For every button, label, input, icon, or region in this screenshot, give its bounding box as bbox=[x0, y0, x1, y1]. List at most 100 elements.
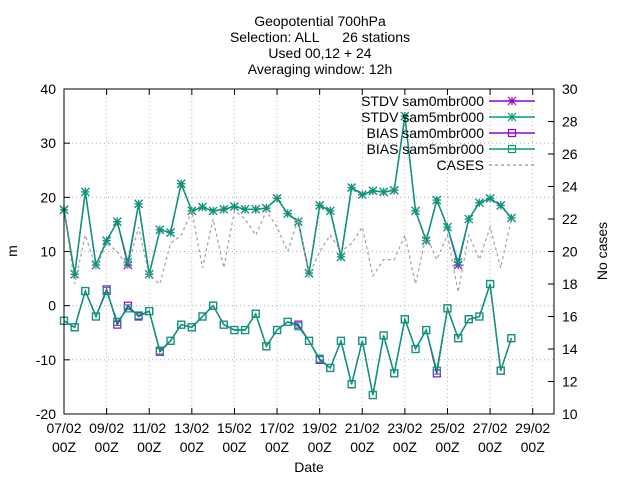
y2-tick-label: 26 bbox=[562, 146, 578, 162]
data-point bbox=[251, 204, 261, 214]
y-tick-label: 30 bbox=[40, 135, 56, 151]
data-point bbox=[422, 325, 431, 335]
data-point bbox=[421, 236, 431, 246]
data-point bbox=[400, 315, 409, 324]
data-point bbox=[240, 325, 250, 335]
data-point bbox=[326, 363, 335, 373]
data-point bbox=[166, 228, 175, 237]
chart-title: Geopotential 700hPa Selection: ALL 26 st… bbox=[230, 13, 410, 77]
data-point bbox=[177, 320, 186, 329]
data-point bbox=[325, 206, 335, 216]
legend-label: BIAS sam5mbr000 bbox=[367, 141, 485, 157]
data-point bbox=[251, 309, 260, 318]
legend-label: CASES bbox=[437, 157, 484, 173]
data-point bbox=[230, 202, 239, 211]
x-tick-label-hour: 00Z bbox=[265, 439, 290, 455]
y-tick-label: 10 bbox=[40, 244, 56, 260]
data-point bbox=[102, 236, 112, 246]
data-point bbox=[379, 187, 388, 197]
y-tick-label: 40 bbox=[40, 81, 56, 97]
data-point bbox=[389, 185, 399, 195]
data-point bbox=[411, 344, 420, 354]
data-point bbox=[294, 322, 303, 331]
x-axis-label: Date bbox=[294, 459, 324, 475]
data-point bbox=[176, 179, 186, 189]
data-point bbox=[219, 204, 229, 214]
x-tick-label-hour: 00Z bbox=[350, 439, 375, 455]
x-tick-label-hour: 00Z bbox=[180, 439, 205, 455]
legend-label: BIAS sam0mbr000 bbox=[367, 125, 485, 141]
y2-tick-label: 18 bbox=[562, 276, 578, 292]
legend-marker bbox=[507, 144, 517, 154]
data-point bbox=[145, 306, 154, 316]
y2-tick-label: 20 bbox=[562, 244, 578, 260]
data-point bbox=[432, 195, 442, 205]
y2-tick-label: 14 bbox=[562, 341, 578, 357]
data-point bbox=[240, 204, 250, 214]
data-point bbox=[443, 304, 452, 313]
data-point bbox=[70, 269, 80, 279]
legend-entry: BIAS sam5mbr000 bbox=[367, 141, 535, 157]
data-point bbox=[347, 380, 356, 389]
legend-entry: STDV sam5mbr000 bbox=[361, 109, 535, 125]
data-point bbox=[368, 390, 378, 400]
x-tick-label: 07/02 bbox=[46, 420, 81, 436]
data-point bbox=[379, 331, 388, 340]
x-tick-label: 13/02 bbox=[174, 420, 209, 436]
data-point bbox=[315, 201, 325, 210]
x-tick-label-hour: 00Z bbox=[222, 439, 247, 455]
grid bbox=[64, 89, 554, 414]
legend-label: STDV sam5mbr000 bbox=[361, 109, 484, 125]
x-tick-label-hour: 00Z bbox=[478, 439, 503, 455]
data-point bbox=[358, 336, 367, 345]
data-point bbox=[102, 286, 111, 296]
data-point bbox=[91, 312, 101, 321]
data-point bbox=[347, 183, 357, 193]
x-tick-label-hour: 00Z bbox=[521, 439, 546, 455]
x-tick-label: 09/02 bbox=[89, 420, 124, 436]
data-point bbox=[453, 257, 463, 267]
data-point bbox=[315, 354, 324, 363]
data-point bbox=[400, 111, 410, 121]
x-tick-label: 11/02 bbox=[132, 420, 166, 436]
x-tick-label-hour: 00Z bbox=[95, 439, 120, 455]
data-point bbox=[155, 346, 164, 355]
data-point bbox=[357, 190, 367, 200]
data-point bbox=[112, 217, 122, 227]
legend-marker bbox=[507, 128, 517, 138]
data-point bbox=[507, 334, 516, 343]
data-point bbox=[261, 203, 271, 213]
series-bias-sam0mbr000 bbox=[59, 279, 516, 400]
data-point bbox=[123, 304, 133, 313]
x-tick-label: 29/02 bbox=[515, 420, 550, 436]
data-point bbox=[507, 334, 516, 343]
series-line bbox=[63, 208, 512, 293]
data-point bbox=[464, 315, 473, 324]
y-tick-label: -10 bbox=[36, 352, 56, 368]
data-point bbox=[475, 312, 484, 321]
data-point bbox=[262, 342, 271, 351]
x-tick-label-hour: 00Z bbox=[52, 439, 77, 455]
data-point bbox=[464, 214, 474, 224]
data-point bbox=[368, 186, 378, 196]
data-point bbox=[475, 198, 484, 208]
data-point bbox=[187, 323, 196, 332]
data-point bbox=[134, 199, 143, 209]
y2-tick-label: 24 bbox=[562, 179, 578, 195]
data-point bbox=[209, 301, 218, 310]
data-point bbox=[219, 320, 228, 329]
legend-marker bbox=[507, 96, 517, 106]
data-point bbox=[166, 336, 175, 345]
y2-tick-label: 22 bbox=[562, 211, 578, 227]
data-point bbox=[272, 193, 282, 203]
data-point bbox=[230, 325, 239, 335]
data-point bbox=[336, 336, 346, 345]
data-point bbox=[485, 193, 495, 203]
x-tick-label: 23/02 bbox=[387, 420, 422, 436]
data-point bbox=[496, 201, 506, 210]
x-tick-label-hour: 00Z bbox=[435, 439, 460, 455]
data-point bbox=[283, 317, 292, 327]
data-point bbox=[432, 366, 441, 375]
